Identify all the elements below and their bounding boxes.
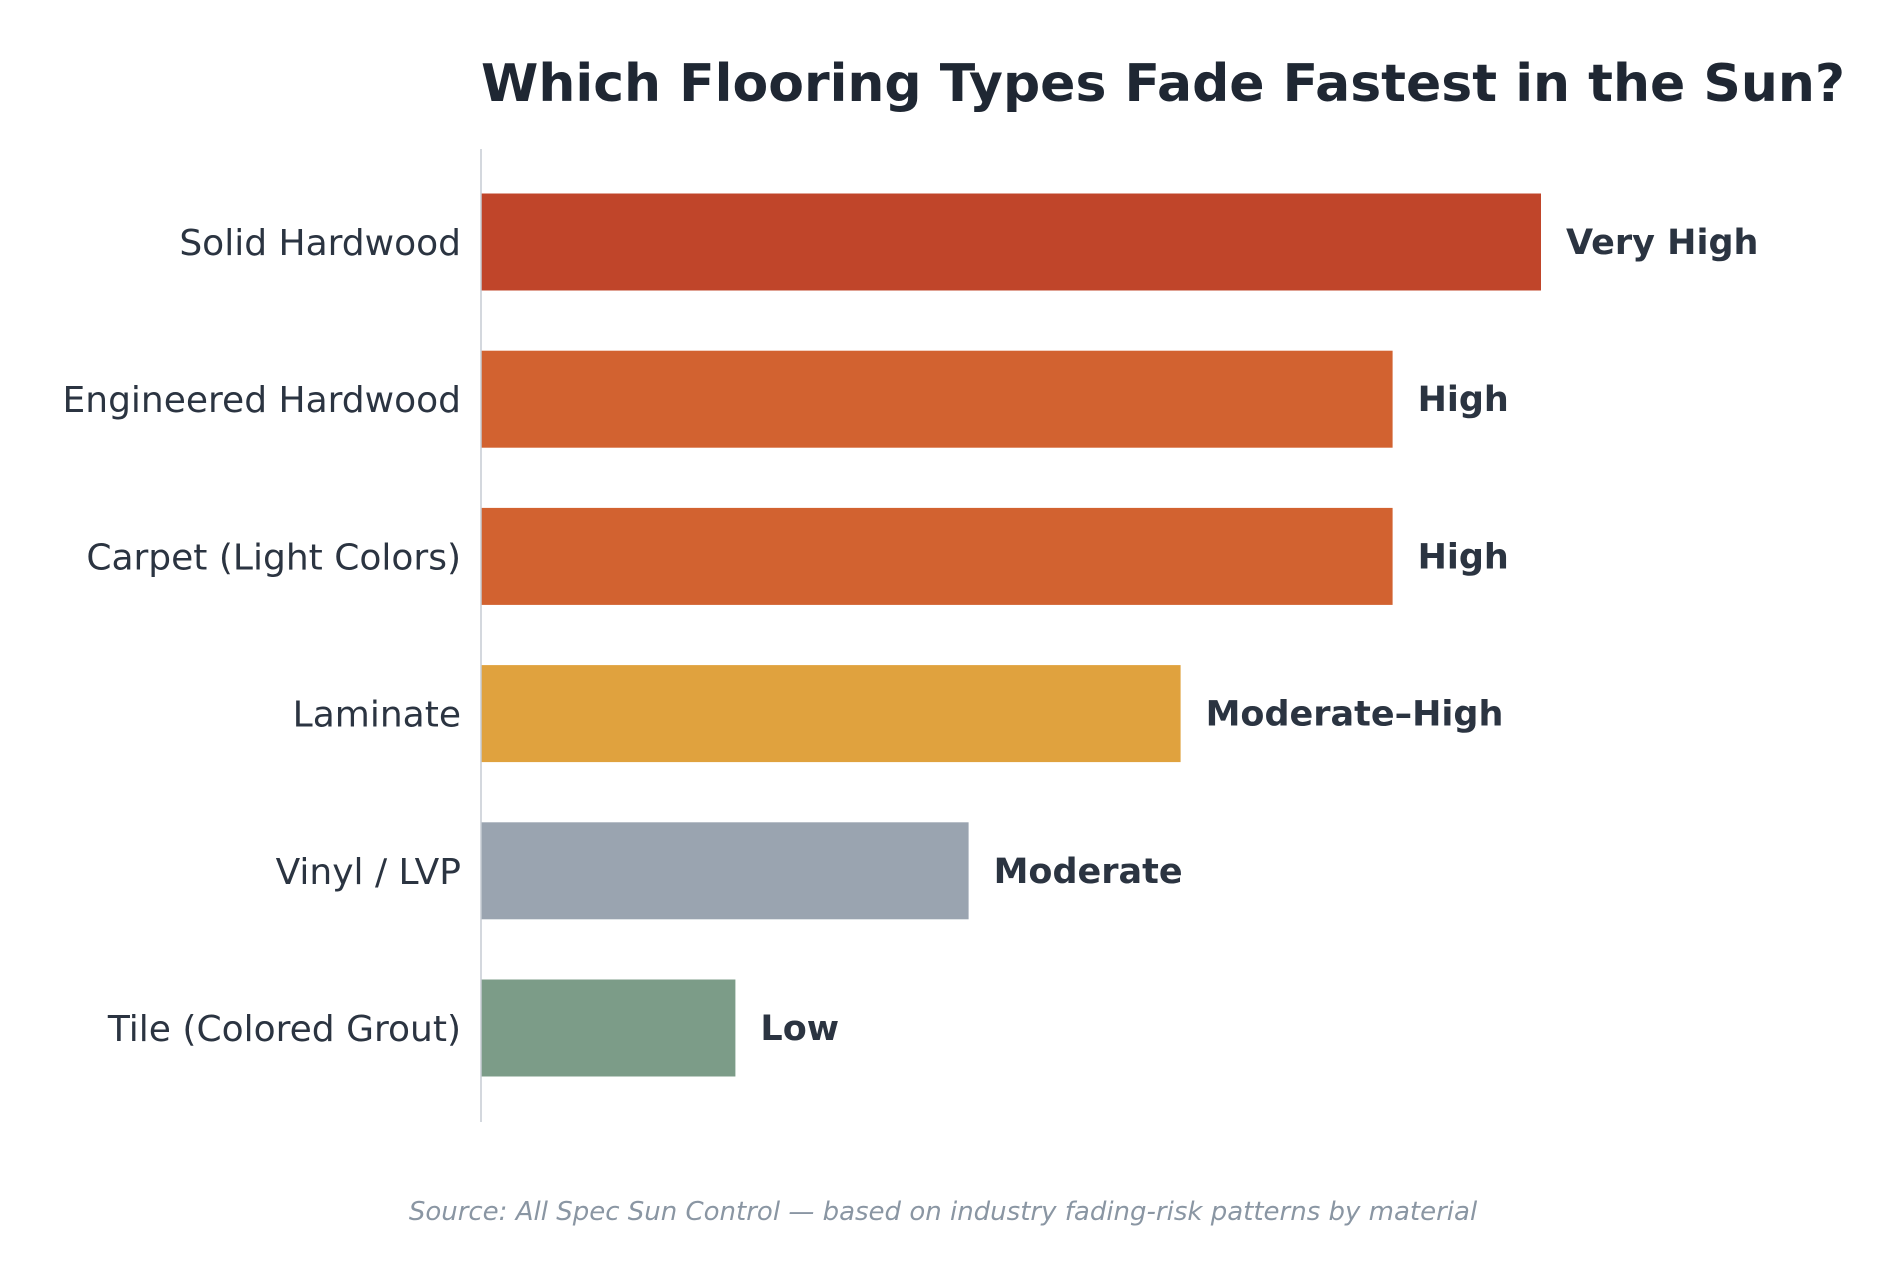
labels-layer: Solid Hardwood Very High Engineered Hardwo… xyxy=(63,223,1759,1050)
category-label: Vinyl / LVP xyxy=(276,852,461,893)
bar xyxy=(481,350,1393,448)
source-note: Source: All Spec Sun Control — based on … xyxy=(409,1197,1478,1227)
value-label: Very High xyxy=(1566,223,1758,263)
category-label: Laminate xyxy=(293,695,461,736)
value-label: Low xyxy=(760,1009,839,1049)
category-label: Tile (Colored Grout) xyxy=(107,1009,461,1050)
value-label: Moderate–High xyxy=(1206,695,1504,735)
bars-layer xyxy=(481,193,1541,1077)
category-label: Engineered Hardwood xyxy=(63,380,461,421)
bar xyxy=(481,193,1541,291)
category-label: Solid Hardwood xyxy=(179,223,461,264)
bar xyxy=(481,507,1393,605)
bar xyxy=(481,665,1181,763)
category-label: Carpet (Light Colors) xyxy=(86,537,461,578)
value-label: High xyxy=(1418,380,1509,420)
value-label: High xyxy=(1418,537,1509,577)
value-label: Moderate xyxy=(994,852,1183,892)
bar xyxy=(481,822,969,920)
bar xyxy=(481,979,736,1077)
chart-title: Which Flooring Types Fade Fastest in the… xyxy=(481,54,1845,114)
